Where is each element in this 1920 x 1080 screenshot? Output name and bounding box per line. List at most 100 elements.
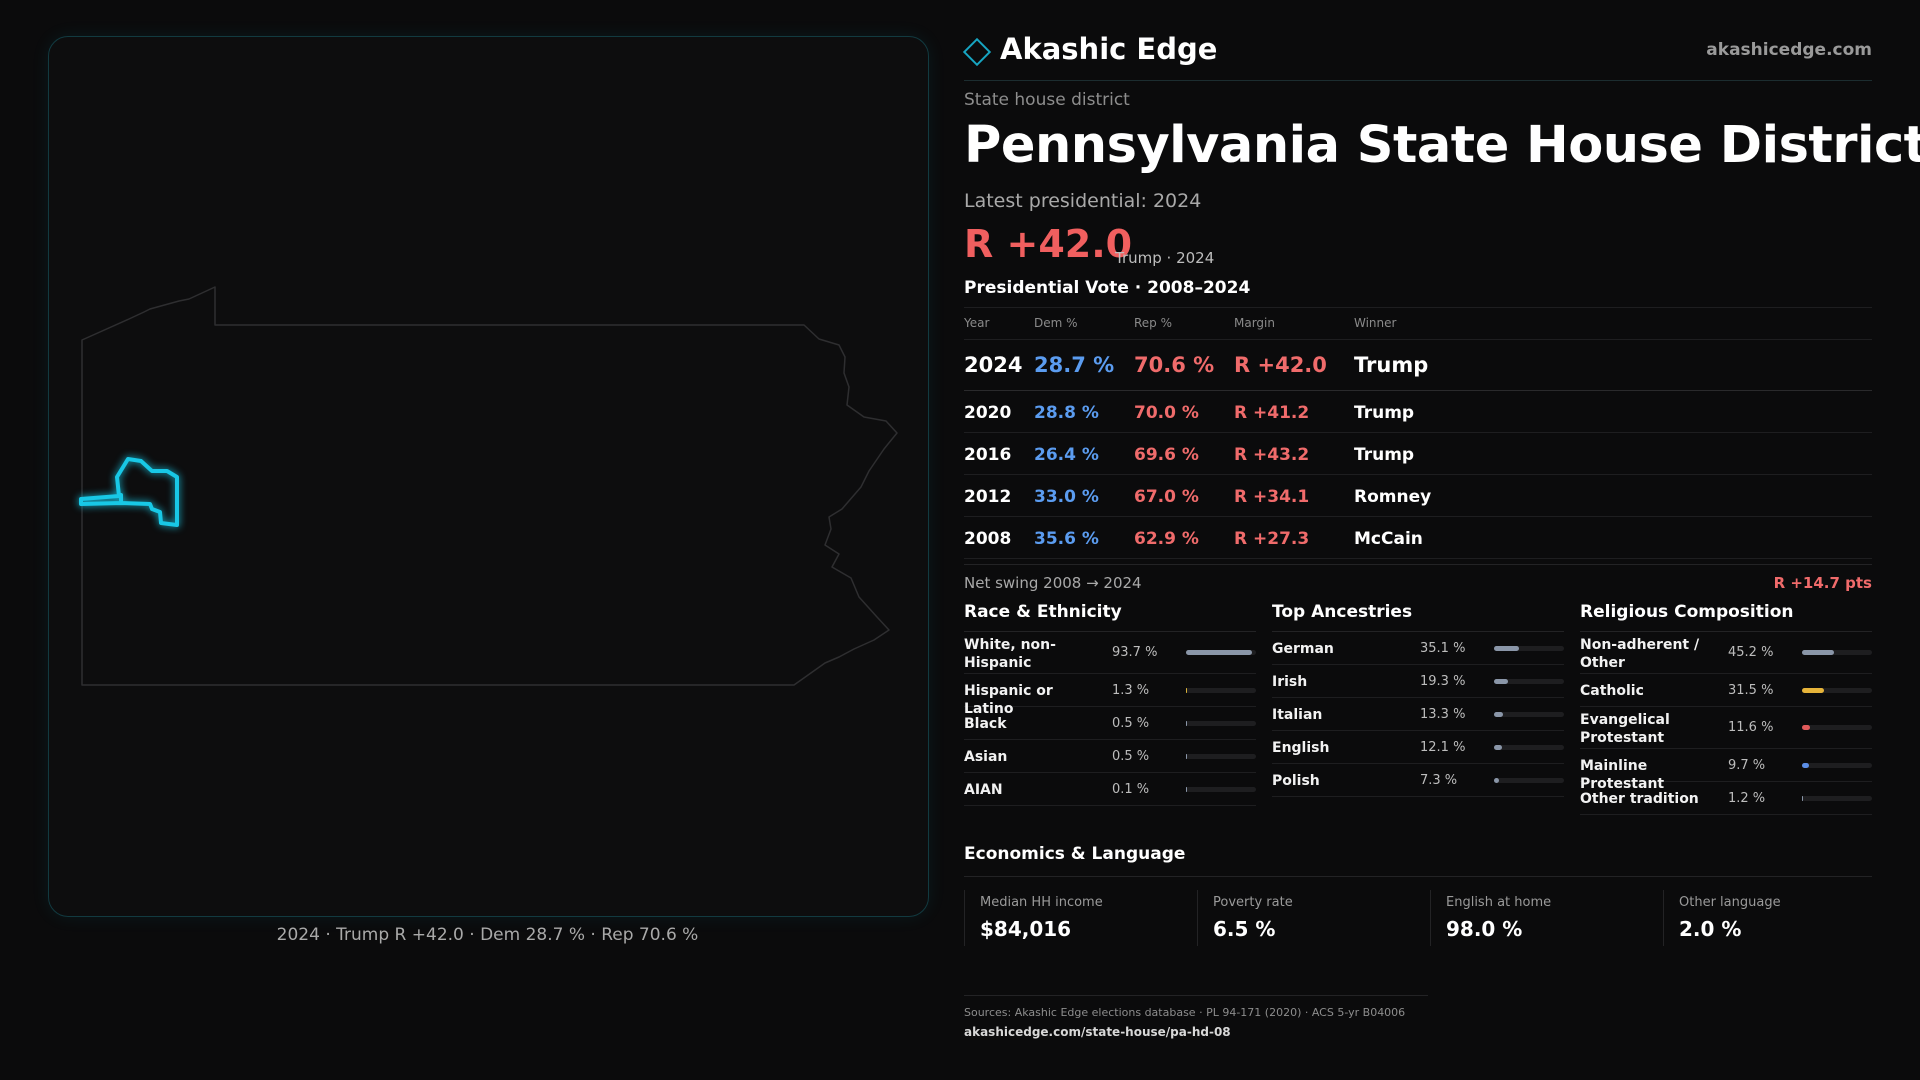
district-map[interactable]	[49, 37, 928, 916]
row-margin: R +27.3	[1234, 529, 1310, 549]
sources-text: Sources: Akashic Edge elections database…	[964, 1006, 1406, 1019]
share-bar	[1186, 688, 1256, 693]
share-bar	[1494, 778, 1564, 783]
share-bar	[1186, 650, 1256, 655]
header-margin: Margin	[1234, 316, 1275, 330]
religion-title: Religious Composition	[1580, 600, 1872, 632]
table-row: 2024 28.7 % 70.6 % R +42.0 Trump	[964, 340, 1872, 391]
row-rep: 70.0 %	[1134, 403, 1199, 423]
list-item: Black 0.5 %	[964, 707, 1256, 740]
row-dem: 26.4 %	[1034, 445, 1099, 465]
ancestry-title: Top Ancestries	[1272, 600, 1564, 632]
item-label: English	[1272, 740, 1330, 756]
list-item: AIAN 0.1 %	[964, 773, 1256, 806]
item-pct: 0.5 %	[1112, 749, 1150, 764]
share-bar-fill	[1186, 721, 1188, 726]
share-bar-fill	[1802, 688, 1825, 693]
row-winner: McCain	[1354, 529, 1423, 549]
ancestry-section: Top Ancestries German 35.1 % Irish 19.3 …	[1272, 600, 1564, 797]
brand-name[interactable]: Akashic Edge	[1000, 32, 1218, 66]
map-caption: 2024 · Trump R +42.0 · Dem 28.7 % · Rep …	[276, 925, 699, 945]
race-ethnicity-section: Race & Ethnicity White, non-Hispanic 93.…	[964, 600, 1256, 806]
diamond-logo-icon[interactable]	[962, 37, 992, 67]
brand-url[interactable]: akashicedge.com	[1706, 40, 1872, 60]
share-bar-fill	[1802, 796, 1804, 801]
presidential-vote-title: Presidential Vote · 2008–2024	[964, 278, 1251, 298]
econ-label: Other language	[1679, 895, 1781, 910]
item-pct: 13.3 %	[1420, 707, 1466, 722]
row-winner: Trump	[1354, 403, 1415, 423]
sources-footer: Sources: Akashic Edge elections database…	[964, 995, 1428, 1039]
item-pct: 45.2 %	[1728, 645, 1774, 660]
item-label: Asian	[964, 749, 1008, 765]
header-year: Year	[964, 316, 990, 330]
item-label: Italian	[1272, 707, 1323, 723]
item-pct: 1.3 %	[1112, 683, 1150, 698]
item-pct: 1.2 %	[1728, 791, 1766, 806]
item-label: Evangelical Protestant	[1580, 712, 1670, 746]
share-bar-fill	[1186, 754, 1188, 759]
econ-label: Poverty rate	[1213, 895, 1293, 910]
latest-presidential-label: Latest presidential: 2024	[964, 190, 1202, 212]
econ-median-income: Median HH income $84,016	[964, 890, 1187, 946]
state-outline	[81, 286, 898, 686]
item-label: Mainline Protestant	[1580, 758, 1665, 792]
item-label: Irish	[1272, 674, 1308, 690]
row-winner: Romney	[1354, 487, 1432, 507]
item-pct: 12.1 %	[1420, 740, 1466, 755]
share-bar-fill	[1494, 712, 1504, 717]
share-bar-fill	[1494, 646, 1519, 651]
item-label: AIAN	[964, 782, 1003, 798]
share-bar	[1802, 796, 1872, 801]
item-label: Black	[964, 716, 1007, 732]
share-bar-fill	[1494, 778, 1500, 783]
row-year: 2012	[964, 487, 1012, 507]
share-bar-fill	[1494, 679, 1508, 684]
list-item: Polish 7.3 %	[1272, 764, 1564, 797]
presidential-vote-table: Year Dem % Rep % Margin Winner 2024 28.7…	[964, 307, 1872, 559]
econ-value: 2.0 %	[1679, 917, 1742, 941]
page-title: Pennsylvania State House District 8	[964, 116, 1920, 175]
item-pct: 19.3 %	[1420, 674, 1466, 689]
list-item: Mainline Protestant 9.7 %	[1580, 749, 1872, 792]
net-swing-label: Net swing 2008 → 2024	[964, 574, 1142, 592]
row-margin: R +42.0	[1234, 353, 1327, 377]
row-rep: 67.0 %	[1134, 487, 1199, 507]
share-bar-fill	[1494, 745, 1503, 750]
econ-other-language: Other language 2.0 %	[1663, 890, 1886, 946]
list-item: Non-adherent / Other 45.2 %	[1580, 632, 1872, 674]
table-row: 2008 35.6 % 62.9 % R +27.3 McCain	[964, 517, 1872, 559]
econ-poverty-rate: Poverty rate 6.5 %	[1197, 890, 1420, 946]
list-item: Other tradition 1.2 %	[1580, 782, 1872, 815]
table-row: 2016 26.4 % 69.6 % R +43.2 Trump	[964, 433, 1872, 475]
share-bar	[1186, 721, 1256, 726]
row-year: 2016	[964, 445, 1012, 465]
row-winner: Trump	[1354, 445, 1415, 465]
row-dem: 35.6 %	[1034, 529, 1099, 549]
item-pct: 0.1 %	[1112, 782, 1150, 797]
list-item: Asian 0.5 %	[964, 740, 1256, 773]
list-item: Irish 19.3 %	[1272, 665, 1564, 698]
row-rep: 70.6 %	[1134, 353, 1215, 377]
header-rep: Rep %	[1134, 316, 1173, 330]
item-label: Hispanic or Latino	[964, 683, 1053, 717]
list-item: Hispanic or Latino 1.3 %	[964, 674, 1256, 717]
item-pct: 35.1 %	[1420, 641, 1466, 656]
page-url-link[interactable]: akashicedge.com/state-house/pa-hd-08	[964, 1025, 1231, 1039]
item-label: Other tradition	[1580, 791, 1699, 807]
share-bar	[1186, 754, 1256, 759]
item-pct: 11.6 %	[1728, 720, 1774, 735]
district-8-outline[interactable]	[79, 457, 179, 527]
religion-section: Religious Composition Non-adherent / Oth…	[1580, 600, 1872, 815]
row-dem: 28.7 %	[1034, 353, 1115, 377]
map-panel[interactable]	[48, 36, 929, 917]
share-bar	[1802, 650, 1872, 655]
header-winner: Winner	[1354, 316, 1397, 330]
table-header-row: Year Dem % Rep % Margin Winner	[964, 308, 1872, 340]
share-bar	[1802, 763, 1872, 768]
list-item: Catholic 31.5 %	[1580, 674, 1872, 707]
row-rep: 69.6 %	[1134, 445, 1199, 465]
share-bar	[1186, 787, 1256, 792]
item-pct: 9.7 %	[1728, 758, 1766, 773]
share-bar	[1494, 646, 1564, 651]
